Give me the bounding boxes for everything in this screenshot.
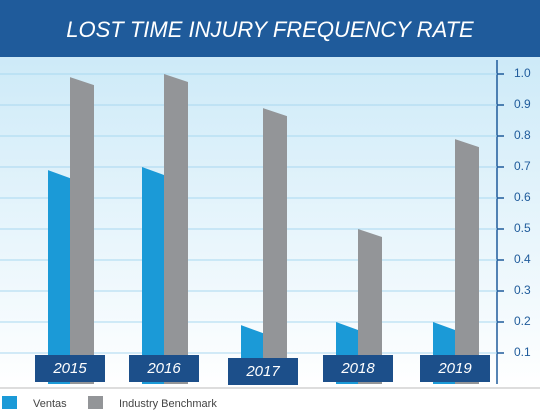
y-tick-label: 0.4	[514, 252, 531, 266]
y-tick-label: 0.2	[514, 314, 531, 328]
bar	[48, 170, 70, 384]
y-tick-label: 0.6	[514, 190, 531, 204]
y-tick-label: 0.3	[514, 283, 531, 297]
bar	[263, 108, 287, 384]
category-box	[129, 355, 199, 382]
legend-label: Industry Benchmark	[119, 398, 217, 410]
x-tick-label: 2019	[437, 360, 472, 377]
y-tick-label: 0.8	[514, 128, 531, 142]
category-box	[228, 358, 298, 385]
bar	[142, 167, 164, 384]
legend-swatch	[88, 396, 103, 409]
bar	[70, 77, 94, 384]
category-box	[420, 355, 490, 382]
y-tick-label: 0.9	[514, 97, 531, 111]
category-box	[323, 355, 393, 382]
legend-label: Ventas	[33, 398, 67, 410]
bar	[358, 229, 382, 384]
title-banner	[0, 0, 540, 57]
x-tick-label: 2015	[52, 360, 87, 377]
bar	[455, 139, 479, 384]
x-tick-label: 2017	[245, 363, 280, 380]
x-tick-label: 2018	[340, 360, 375, 377]
y-tick-label: 1.0	[514, 66, 531, 80]
x-tick-label: 2016	[146, 360, 181, 377]
category-box	[35, 355, 105, 382]
legend-swatch	[2, 396, 17, 409]
y-tick-label: 0.5	[514, 221, 531, 235]
chart-title: LOST TIME INJURY FREQUENCY RATE	[66, 17, 474, 42]
y-tick-label: 0.1	[514, 345, 531, 359]
bar	[164, 74, 188, 384]
y-tick-label: 0.7	[514, 159, 531, 173]
